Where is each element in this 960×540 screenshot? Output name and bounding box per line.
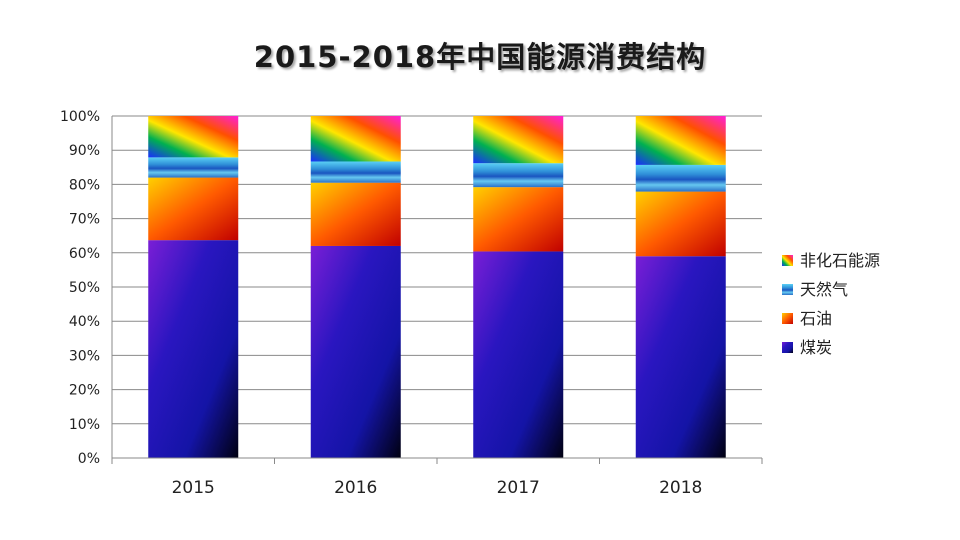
legend-item-coal: 煤炭 xyxy=(800,338,832,357)
y-tick-label: 40% xyxy=(69,314,100,330)
legend-item-gas: 天然气 xyxy=(800,280,848,299)
y-tick-label: 20% xyxy=(69,383,100,399)
x-tick-label: 2017 xyxy=(497,478,540,498)
legend-item-nonfossil: 非化石能源 xyxy=(800,251,880,270)
bars xyxy=(148,116,726,458)
chart-title: 2015-2018年中国能源消费结构 xyxy=(253,40,707,74)
bar-segment-oil xyxy=(148,177,239,241)
legend-item-oil: 石油 xyxy=(800,309,832,328)
y-tick-label: 50% xyxy=(69,280,100,296)
y-tick-label: 100% xyxy=(60,109,100,125)
bar-segment-nonfossil xyxy=(473,116,564,164)
y-tick-label: 60% xyxy=(69,246,100,262)
x-tick-label: 2016 xyxy=(334,478,377,498)
bar-segment-oil xyxy=(473,187,564,252)
y-tick-label: 70% xyxy=(69,212,100,228)
y-tick-label: 30% xyxy=(69,348,100,364)
bar-segment-oil xyxy=(635,191,726,257)
legend-swatch xyxy=(782,255,793,266)
bar-segment-gas xyxy=(310,161,401,183)
y-tick-label: 10% xyxy=(69,417,100,433)
bar-segment-nonfossil xyxy=(635,116,726,165)
bar-segment-gas xyxy=(635,164,726,192)
bar-segment-coal xyxy=(635,256,726,458)
legend-swatch xyxy=(782,342,793,353)
bar-segment-gas xyxy=(473,163,564,188)
bar-segment-nonfossil xyxy=(310,116,401,162)
y-tick-label: 90% xyxy=(69,143,100,159)
legend-swatch xyxy=(782,313,793,324)
x-tick-label: 2018 xyxy=(659,478,702,498)
bar-segment-gas xyxy=(148,157,239,178)
bar-segment-oil xyxy=(310,182,401,246)
x-tick-label: 2015 xyxy=(172,478,215,498)
legend-swatch xyxy=(782,284,793,295)
bar-segment-coal xyxy=(310,245,401,458)
axes: 0% 10% 20% 30% 40% 50% 60% 70% 80% 90% 100% 2015 201… xyxy=(60,109,763,498)
y-tick-label: 0% xyxy=(78,451,100,467)
bar-segment-coal xyxy=(148,240,239,458)
bar-segment-coal xyxy=(473,251,564,458)
y-tick-label: 80% xyxy=(69,177,100,193)
bar-segment-nonfossil xyxy=(148,116,239,158)
